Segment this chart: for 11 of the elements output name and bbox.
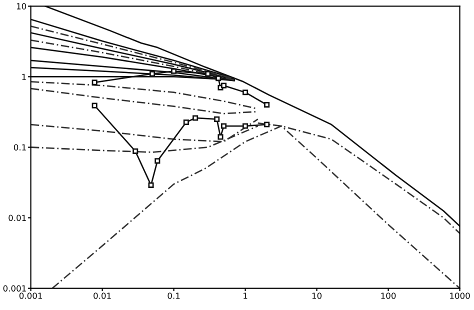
y-tick-label: 1 bbox=[22, 74, 26, 80]
y-tick-label: 0.1 bbox=[14, 144, 26, 151]
y-tick-label: 10 bbox=[16, 3, 26, 10]
x-tick-label: 0.1 bbox=[168, 292, 180, 299]
x-tick-label: 0.01 bbox=[94, 292, 111, 299]
x-tick-label: 1 bbox=[244, 292, 248, 299]
x-tick-label: 10 bbox=[312, 292, 322, 299]
x-tick-label: 100 bbox=[381, 292, 396, 299]
y-tick-label: 0.001 bbox=[3, 285, 26, 292]
x-tick-label: 1000 bbox=[450, 292, 470, 299]
y-tick-label: 0.01 bbox=[8, 214, 26, 222]
